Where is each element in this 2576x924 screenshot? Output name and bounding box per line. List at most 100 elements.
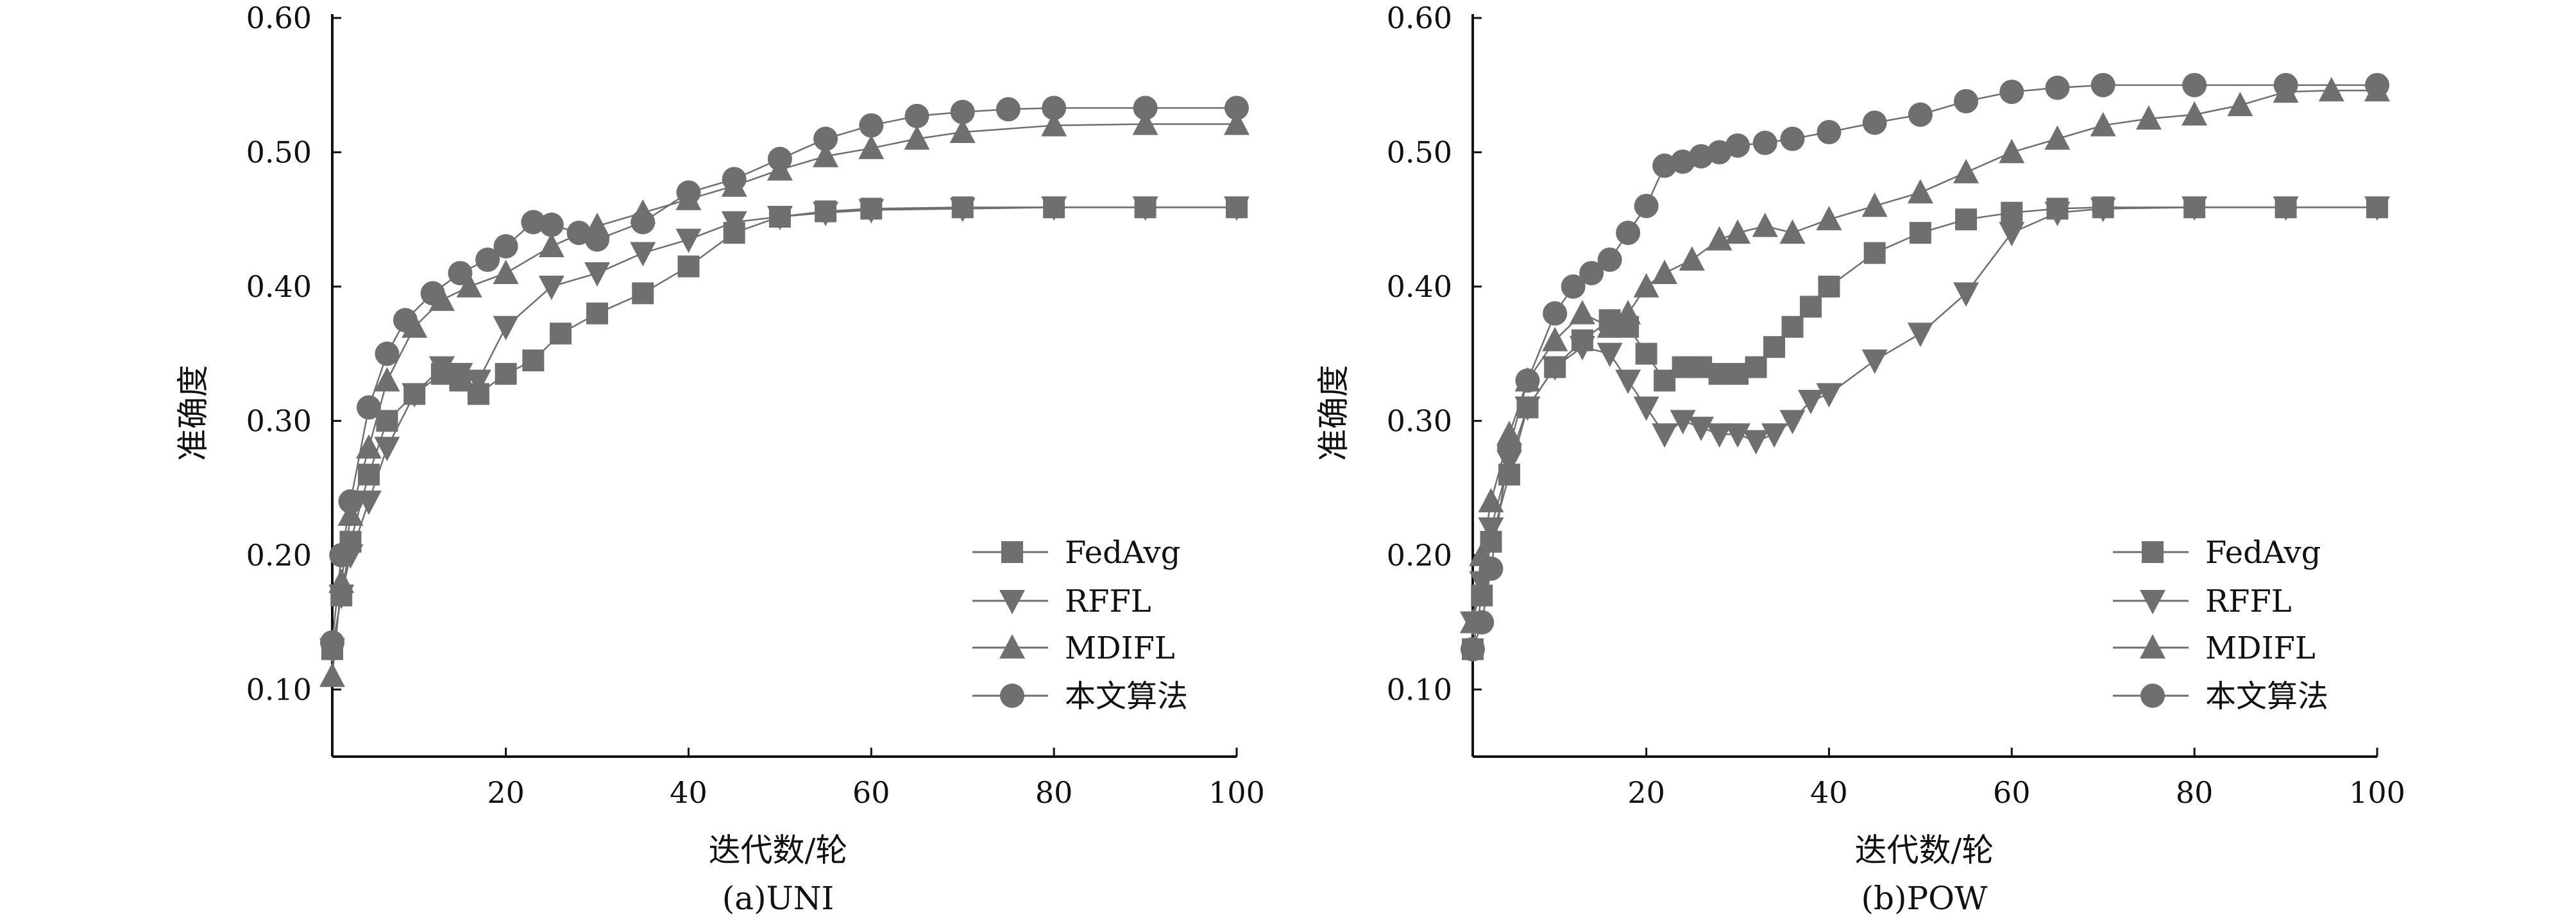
data-point	[1569, 299, 1595, 324]
panel-caption: (a)UNI	[722, 880, 834, 917]
data-point	[1725, 133, 1750, 158]
legend-marker	[1000, 684, 1024, 708]
data-point	[2182, 72, 2207, 97]
data-point	[1999, 80, 2024, 105]
data-point	[539, 212, 564, 237]
data-point	[677, 255, 700, 278]
data-point	[456, 273, 482, 298]
data-point	[631, 210, 656, 235]
x-tick-label: 100	[1208, 775, 1265, 810]
data-point	[1999, 139, 2025, 164]
legend-marker	[999, 590, 1025, 614]
data-point	[949, 119, 976, 144]
data-point	[428, 356, 455, 381]
data-point	[1690, 356, 1713, 378]
data-point	[375, 341, 400, 366]
data-point	[2090, 72, 2115, 97]
data-point	[1615, 299, 1641, 324]
data-point	[1706, 423, 1733, 448]
legend-label: MDIFL	[2205, 630, 2316, 666]
series-line	[331, 206, 1237, 650]
y-tick-label: 0.30	[246, 403, 312, 438]
data-point	[1670, 410, 1696, 435]
data-point	[2044, 201, 2071, 226]
data-point	[904, 103, 929, 128]
data-point	[1727, 363, 1749, 385]
data-point	[2044, 125, 2071, 150]
legend-entry: RFFL	[2113, 584, 2292, 619]
data-point	[586, 302, 609, 324]
data-point	[2090, 112, 2116, 137]
data-point	[1224, 196, 1250, 221]
data-point	[1953, 158, 1979, 183]
x-axis-title: 迭代数/轮	[1855, 832, 1994, 869]
data-point	[950, 99, 975, 124]
legend-marker	[2140, 684, 2165, 708]
data-point	[1907, 323, 1933, 348]
x-tick-label: 80	[2176, 775, 2214, 810]
series-series-3	[320, 96, 1249, 655]
data-point	[1224, 110, 1250, 135]
data-point	[402, 383, 428, 408]
data-point	[1652, 153, 1677, 178]
data-point	[1752, 130, 1777, 155]
data-point	[329, 542, 354, 567]
data-point	[319, 662, 345, 687]
data-point	[1635, 342, 1657, 365]
data-point	[1688, 416, 1715, 441]
panel-pow: 0.10 0.20 0.30 0.40 0.50 0.60 20 40 60 80 100 迭代数/轮…	[1315, 1, 2405, 917]
data-point	[1041, 112, 1067, 137]
data-point	[1779, 410, 1806, 435]
data-point	[374, 367, 400, 392]
y-tick-label: 0.50	[1387, 135, 1452, 169]
data-point	[495, 363, 517, 385]
data-point	[2135, 105, 2162, 130]
data-point	[1041, 196, 1067, 221]
data-point	[2365, 72, 2389, 97]
legend-marker	[2142, 541, 2164, 563]
data-point	[1496, 435, 1521, 460]
data-point	[1634, 194, 1659, 219]
data-point	[550, 323, 572, 345]
legend-marker	[2140, 634, 2165, 659]
data-point	[2090, 197, 2116, 223]
data-point	[493, 315, 519, 340]
x-tick-label: 40	[670, 775, 708, 810]
data-point	[1615, 369, 1641, 394]
data-point	[721, 211, 747, 236]
data-point	[1707, 140, 1732, 165]
data-point	[1708, 363, 1731, 385]
legend-entry: MDIFL	[2113, 630, 2316, 666]
data-point	[2182, 196, 2208, 221]
y-tick-label: 0.40	[1387, 269, 1452, 304]
data-point	[355, 491, 382, 516]
data-point	[1670, 149, 1695, 174]
x-tick-label: 20	[487, 775, 525, 810]
data-point	[1954, 88, 1979, 113]
data-point	[2045, 75, 2070, 100]
data-point	[2182, 101, 2208, 126]
data-point	[1955, 208, 1978, 231]
legend-marker	[1001, 541, 1023, 563]
data-point	[584, 262, 611, 287]
data-point	[1652, 259, 1678, 284]
data-point	[1725, 219, 1751, 244]
data-point	[393, 308, 418, 333]
data-point	[630, 242, 656, 267]
data-point	[1761, 423, 1787, 448]
legend-marker	[999, 634, 1025, 659]
y-tick-label: 0.60	[1387, 1, 1452, 35]
data-point	[1779, 219, 1806, 244]
data-point	[1479, 556, 1504, 581]
data-point	[2318, 77, 2344, 102]
series-series-3	[1461, 72, 2389, 662]
data-point	[1633, 396, 1659, 421]
legend-marker	[2140, 590, 2165, 614]
data-point	[2364, 196, 2390, 221]
data-point	[493, 234, 518, 259]
data-point	[904, 125, 930, 150]
data-point	[1515, 368, 1540, 393]
data-point	[447, 363, 473, 388]
data-point	[1745, 356, 1767, 378]
data-point	[338, 489, 363, 514]
